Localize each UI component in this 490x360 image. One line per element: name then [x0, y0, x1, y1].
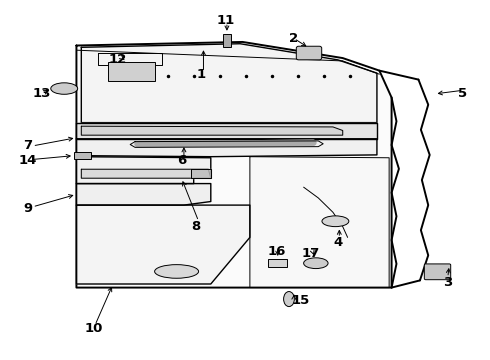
Polygon shape [191, 169, 211, 178]
Text: 13: 13 [33, 87, 51, 100]
FancyBboxPatch shape [296, 46, 322, 60]
Ellipse shape [155, 265, 198, 278]
Bar [74, 152, 91, 159]
Polygon shape [81, 126, 343, 135]
Text: 14: 14 [19, 154, 37, 167]
Polygon shape [76, 123, 377, 139]
Text: 15: 15 [292, 294, 310, 307]
Polygon shape [76, 157, 211, 184]
Polygon shape [76, 139, 377, 157]
Text: 1: 1 [197, 68, 206, 81]
FancyBboxPatch shape [424, 264, 451, 280]
Text: 12: 12 [109, 53, 127, 66]
Polygon shape [81, 44, 377, 123]
Bar [223, 34, 231, 47]
Ellipse shape [322, 216, 349, 226]
Polygon shape [81, 169, 211, 178]
Ellipse shape [51, 83, 77, 94]
Bar [108, 62, 155, 81]
Text: 4: 4 [333, 236, 343, 249]
Text: 17: 17 [302, 247, 320, 260]
Text: 3: 3 [443, 276, 452, 289]
Text: 8: 8 [192, 220, 201, 233]
Polygon shape [76, 184, 211, 205]
Text: 11: 11 [216, 14, 235, 27]
Polygon shape [250, 157, 389, 288]
Ellipse shape [284, 292, 294, 307]
Text: 9: 9 [23, 202, 32, 215]
Polygon shape [76, 205, 250, 284]
Text: 2: 2 [289, 32, 298, 45]
Text: 16: 16 [268, 245, 286, 258]
Text: 7: 7 [23, 139, 32, 152]
Text: 6: 6 [177, 154, 186, 167]
Polygon shape [76, 42, 392, 288]
Bar [269, 259, 287, 267]
Ellipse shape [304, 258, 328, 269]
Text: 5: 5 [458, 87, 467, 100]
Text: 10: 10 [84, 322, 103, 335]
